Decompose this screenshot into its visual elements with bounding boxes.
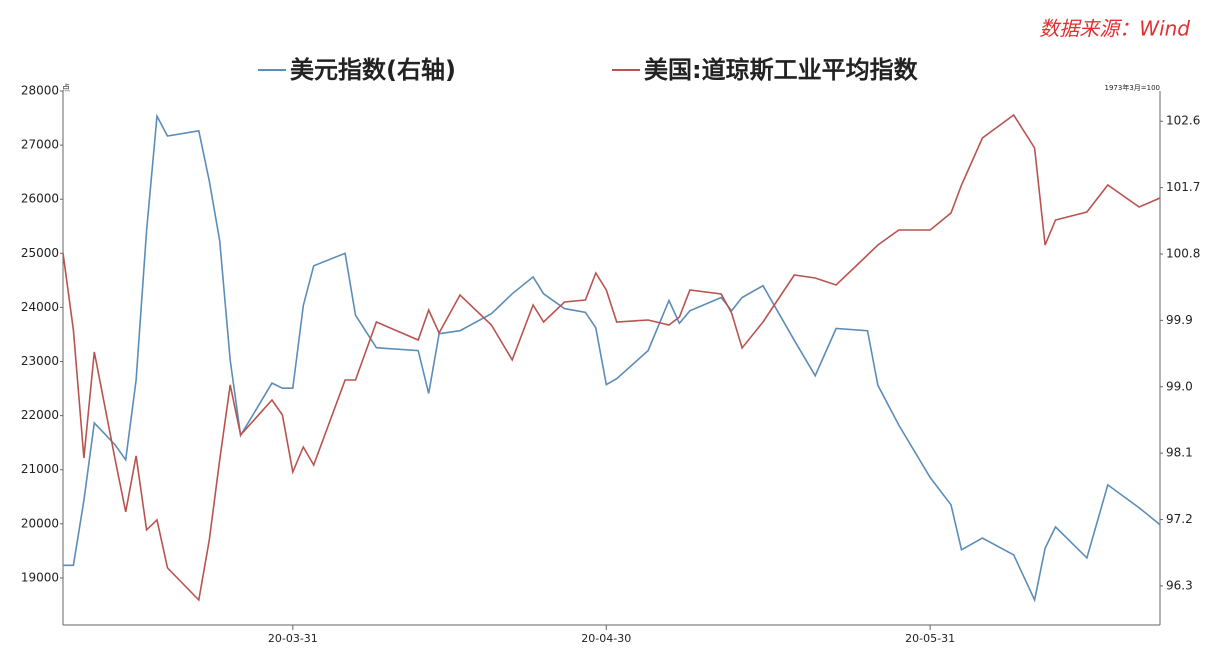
y-tick-label: 21000 (21, 462, 59, 476)
y-tick-label: 25000 (21, 246, 59, 260)
y-unit: 点 (62, 84, 70, 93)
y-tick-label: 28000 (21, 84, 59, 98)
y-tick-label: 26000 (21, 192, 59, 206)
y2-tick-label: 97.2 (1166, 512, 1193, 526)
y-tick-label: 19000 (21, 570, 59, 584)
x-tick-label: 20-04-30 (581, 632, 631, 645)
y2-tick-label: 99.9 (1166, 313, 1193, 327)
y-tick-label: 20000 (21, 516, 59, 530)
y-tick-label: 27000 (21, 138, 59, 152)
y2-tick-label: 102.6 (1166, 114, 1200, 128)
source: 数据来源：Wind (1039, 17, 1190, 41)
y-tick-label: 23000 (21, 354, 59, 368)
legend-label: 美国:道琼斯工业平均指数 (644, 56, 919, 84)
y2-tick-label: 101.7 (1166, 180, 1200, 194)
x-tick-label: 20-05-31 (905, 632, 955, 645)
series-line (63, 113, 1161, 603)
y2-tick-label: 100.8 (1166, 247, 1200, 261)
legend-label: 美元指数(右轴) (290, 56, 456, 84)
y2-tick-label: 99.0 (1166, 379, 1193, 393)
series-line (62, 113, 1161, 602)
y-tick-label: 22000 (21, 408, 59, 422)
y-tick-label: 24000 (21, 300, 59, 314)
y2-tick-label: 96.3 (1166, 578, 1193, 592)
y2-tick-label: 98.1 (1166, 446, 1193, 460)
x-tick-label: 20-03-31 (268, 632, 318, 645)
y2-unit: 1973年3月=100 (1105, 83, 1161, 92)
